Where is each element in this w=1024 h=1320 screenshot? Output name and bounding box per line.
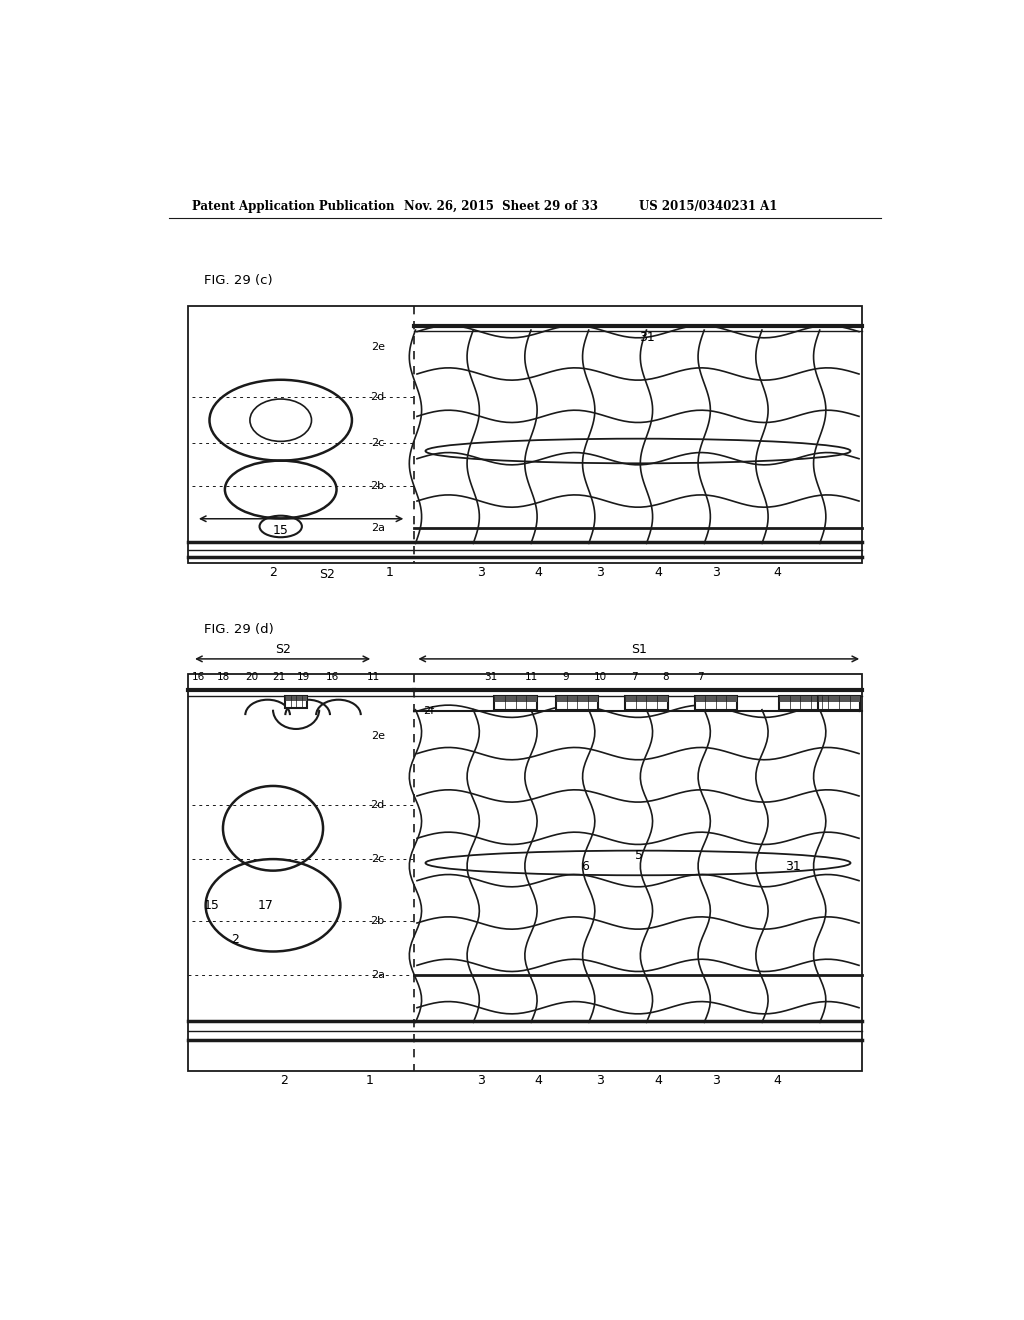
Bar [495, 696, 537, 702]
Text: 5: 5 [635, 849, 643, 862]
Text: 3: 3 [477, 1073, 484, 1086]
Text: 4: 4 [535, 1073, 543, 1086]
Text: 2f: 2f [423, 706, 434, 717]
Text: 2: 2 [269, 566, 276, 579]
Text: 3: 3 [477, 566, 484, 579]
Text: 31: 31 [784, 861, 801, 874]
Text: 4: 4 [773, 1073, 781, 1086]
Text: S2: S2 [274, 643, 291, 656]
Text: 2d: 2d [371, 392, 385, 403]
Text: 3: 3 [596, 566, 604, 579]
Bar [286, 696, 307, 709]
Bar [779, 696, 821, 710]
Bar [556, 696, 598, 710]
Text: 2b: 2b [371, 480, 385, 491]
Text: 4: 4 [654, 566, 662, 579]
Text: 7: 7 [697, 672, 703, 682]
Text: 16: 16 [191, 672, 205, 682]
Bar [694, 696, 737, 702]
Bar [818, 696, 860, 710]
Text: 4: 4 [773, 566, 781, 579]
Text: 1: 1 [386, 566, 394, 579]
Text: 18: 18 [216, 672, 229, 682]
Text: 19: 19 [297, 672, 310, 682]
Text: 2e: 2e [371, 342, 385, 352]
Bar [818, 696, 860, 702]
Text: 2: 2 [230, 933, 239, 946]
Text: US 2015/0340231 A1: US 2015/0340231 A1 [639, 199, 777, 213]
Text: 6: 6 [581, 861, 589, 874]
Text: 8: 8 [663, 672, 669, 682]
Text: 3: 3 [712, 566, 720, 579]
Text: FIG. 29 (d): FIG. 29 (d) [204, 623, 273, 636]
Text: 4: 4 [654, 1073, 662, 1086]
Text: FIG. 29 (c): FIG. 29 (c) [204, 273, 272, 286]
Bar [694, 696, 737, 710]
Bar [626, 696, 668, 710]
Text: 3: 3 [712, 1073, 720, 1086]
Text: Nov. 26, 2015  Sheet 29 of 33: Nov. 26, 2015 Sheet 29 of 33 [403, 199, 598, 213]
Bar [779, 696, 821, 702]
Text: S1: S1 [631, 643, 647, 656]
Text: 31: 31 [639, 330, 654, 343]
Text: S2: S2 [318, 568, 335, 581]
Text: 7: 7 [631, 672, 638, 682]
Text: 2a: 2a [371, 523, 385, 533]
Text: 2: 2 [281, 1073, 289, 1086]
Text: 11: 11 [524, 672, 538, 682]
Bar [286, 696, 307, 701]
Text: 3: 3 [596, 1073, 604, 1086]
Text: 16: 16 [326, 672, 339, 682]
Text: 2c: 2c [372, 438, 385, 449]
Text: 2c: 2c [372, 854, 385, 865]
Text: 15: 15 [204, 899, 219, 912]
Text: 1: 1 [366, 1073, 373, 1086]
Text: 10: 10 [594, 672, 607, 682]
Text: 4: 4 [535, 566, 543, 579]
Text: 2b: 2b [371, 916, 385, 925]
Text: 2d: 2d [371, 800, 385, 810]
Text: 31: 31 [484, 672, 498, 682]
Text: 21: 21 [272, 672, 286, 682]
Bar [556, 696, 598, 702]
Text: 2e: 2e [371, 731, 385, 741]
Text: 20: 20 [246, 672, 259, 682]
Bar [495, 696, 537, 710]
Text: 15: 15 [272, 524, 289, 537]
Text: Patent Application Publication: Patent Application Publication [193, 199, 394, 213]
Text: 2a: 2a [371, 970, 385, 979]
Text: 9: 9 [562, 672, 569, 682]
Text: 11: 11 [367, 672, 380, 682]
Text: 17: 17 [258, 899, 273, 912]
Bar [626, 696, 668, 702]
